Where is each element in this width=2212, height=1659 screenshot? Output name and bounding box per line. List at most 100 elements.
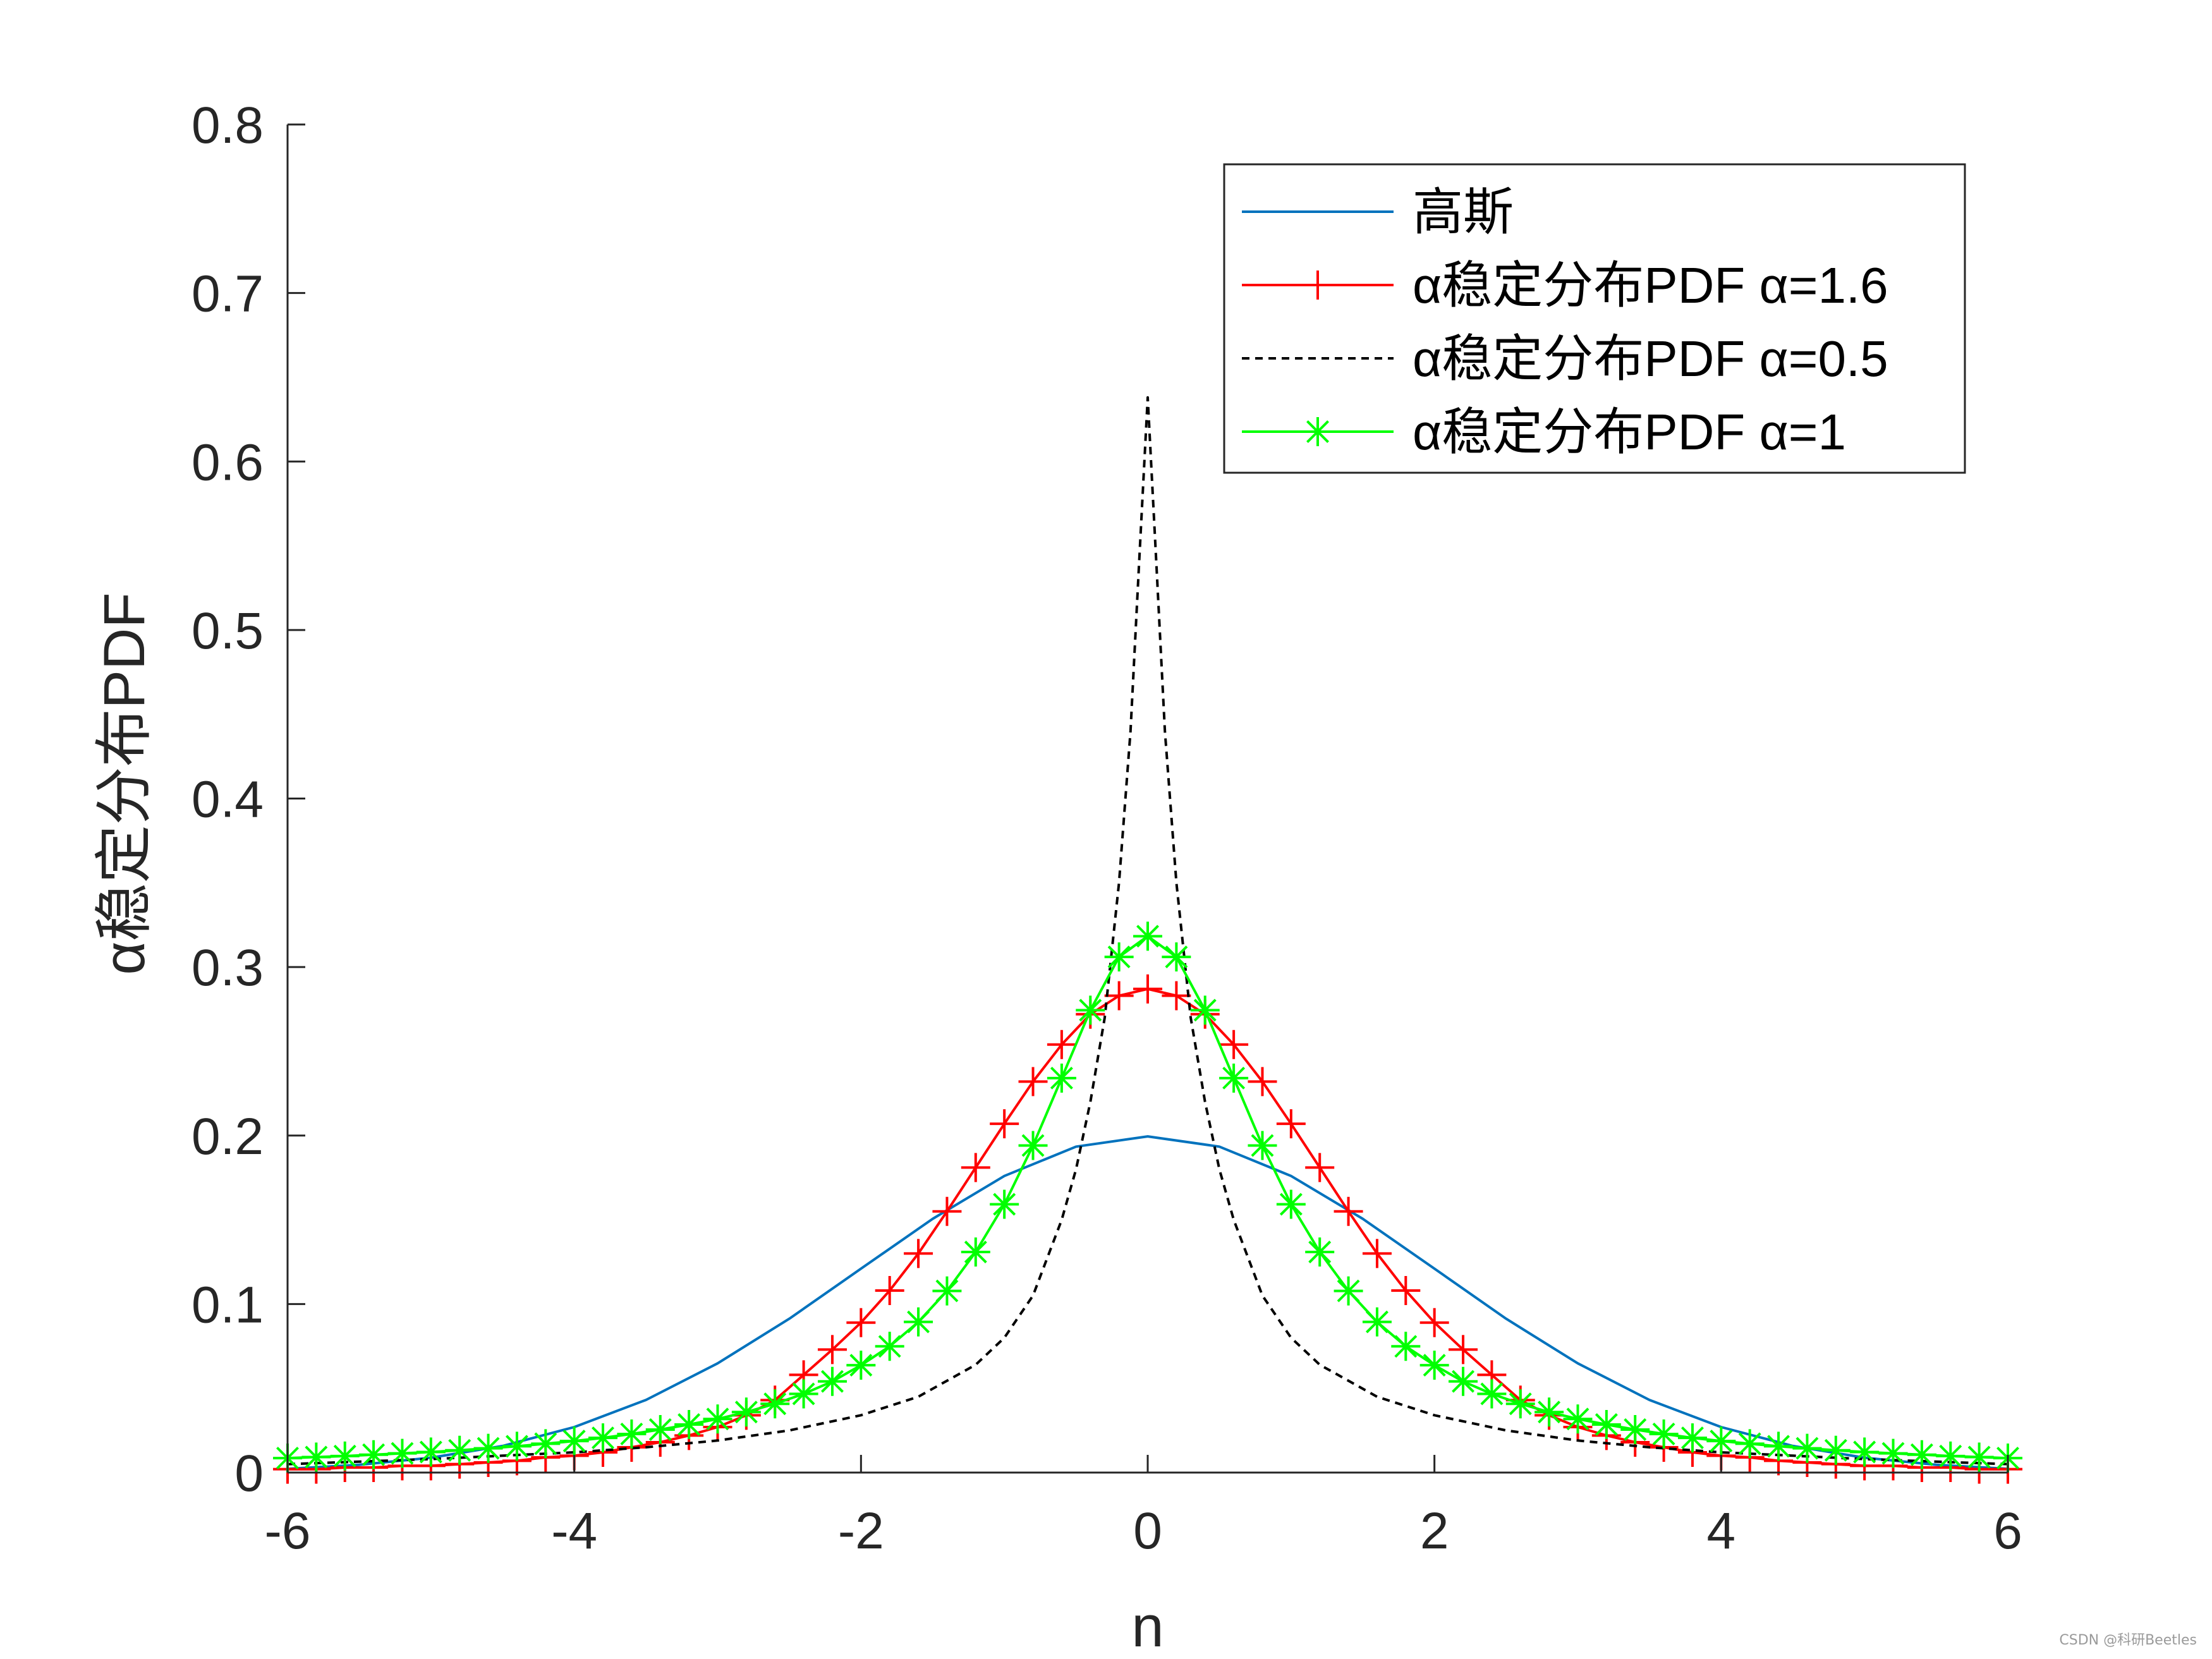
plus-marker [932,1196,962,1226]
series-alpha-1-6 [273,974,2022,1484]
plus-marker [1133,974,1162,1004]
star-marker [1735,1429,1765,1459]
star-marker [502,1431,532,1461]
series-line-alpha-1-6 [288,987,2008,1471]
legend-label: α稳定分布PDF α=0.5 [1413,331,1888,387]
star-marker [416,1437,446,1467]
star-marker [1276,1189,1306,1219]
star-marker [1591,1410,1621,1440]
y-tick-label: 0.5 [191,602,264,660]
x-tick-label: 6 [1993,1502,2022,1560]
plus-marker [1305,1153,1335,1182]
star-marker [904,1307,933,1337]
star-marker [359,1440,389,1469]
star-marker [1248,1131,1277,1160]
star-marker [445,1435,475,1465]
x-tick-label: -2 [838,1502,884,1560]
star-marker [1878,1438,1908,1468]
star-marker [301,1442,331,1472]
star-marker [817,1366,847,1396]
plus-marker [1303,270,1332,300]
legend-label: 高斯 [1413,184,1514,240]
y-tick-label: 0.8 [191,97,264,154]
y-tick-label: 0.2 [191,1108,264,1165]
x-tick-label: 4 [1707,1502,1736,1560]
legend: 高斯 α稳定分布PDF α=1.6 α稳定分布PDF α=0.5 α稳定分布PDF α… [1223,163,1966,474]
star-marker [674,1410,704,1440]
star-marker [1706,1426,1736,1456]
star-marker [990,1189,1019,1219]
star-marker [1964,1442,1994,1472]
plus-marker [1047,1030,1076,1059]
star-marker [1850,1437,1880,1467]
star-marker [1190,995,1220,1025]
star-marker [731,1397,761,1427]
plus-marker [1362,1239,1392,1268]
watermark: CSDN @科研Beetles [2059,1632,2197,1648]
plus-marker [1276,1109,1306,1139]
star-marker [1792,1433,1822,1463]
legend-box [1223,163,1966,474]
series-layer [273,396,2022,1484]
plus-marker [846,1308,876,1337]
legend-item-gaussian: 高斯 [1242,184,1514,240]
star-marker [1677,1423,1707,1453]
star-marker [875,1332,904,1361]
plus-marker [1449,1335,1478,1364]
star-marker [703,1404,732,1434]
y-tick-label: 0.4 [191,771,264,829]
x-tick-label: -4 [551,1502,597,1560]
series-alpha-0-5 [287,396,2008,1466]
star-marker [387,1438,417,1468]
plus-marker [875,1276,904,1306]
star-marker [559,1426,589,1456]
plus-marker [990,1109,1019,1139]
star-marker [1764,1431,1794,1461]
legend-item-alpha-1-6: α稳定分布PDF α=1.6 [1242,257,1888,313]
series-line-alpha-0-5 [287,396,2008,1466]
plus-marker [1219,1030,1249,1059]
x-tick-label: 0 [1133,1502,1162,1560]
star-marker [1018,1131,1048,1160]
star-marker [1620,1415,1650,1445]
star-marker [1419,1351,1449,1380]
axes-layer: -6 -4 -2 0 2 4 6 0 0.1 0.2 0.3 0.4 0.5 0.6 0.7 0.8 [191,97,2022,1560]
plus-marker [961,1153,990,1182]
legend-label: α稳定分布PDF α=1.6 [1413,257,1888,313]
star-marker [961,1237,990,1267]
star-marker [1907,1440,1936,1469]
x-tick-label: 2 [1420,1502,1449,1560]
star-marker [1477,1379,1507,1409]
star-marker [473,1433,503,1463]
star-marker [1047,1063,1076,1093]
plus-marker [904,1239,933,1268]
plus-marker [1334,1196,1363,1226]
plus-marker [1018,1067,1048,1097]
star-marker [1362,1307,1392,1337]
plus-marker [1419,1308,1449,1337]
y-tick-label: 0.6 [191,434,264,491]
y-tick-label: 0.7 [191,265,264,323]
y-axis-label: α稳定分布PDF [92,592,157,975]
star-marker [846,1351,876,1380]
star-marker [1391,1332,1421,1361]
star-marker [645,1415,675,1445]
star-marker [760,1389,790,1419]
star-marker [1219,1063,1249,1093]
series-line-gaussian [287,1135,2008,1471]
star-marker [789,1379,818,1409]
star-marker [1449,1366,1478,1396]
star-marker [1505,1389,1535,1419]
x-axis-label: n [1131,1595,1164,1659]
star-marker [1305,1237,1335,1267]
star-marker [1162,942,1191,972]
star-marker [1821,1435,1850,1465]
plus-marker [1248,1067,1277,1097]
star-marker [1076,995,1105,1025]
star-marker [1104,942,1134,972]
star-marker [1563,1404,1593,1434]
y-tick-label: 0.1 [191,1276,264,1334]
y-tick-label: 0.3 [191,939,264,997]
star-marker [617,1419,647,1449]
